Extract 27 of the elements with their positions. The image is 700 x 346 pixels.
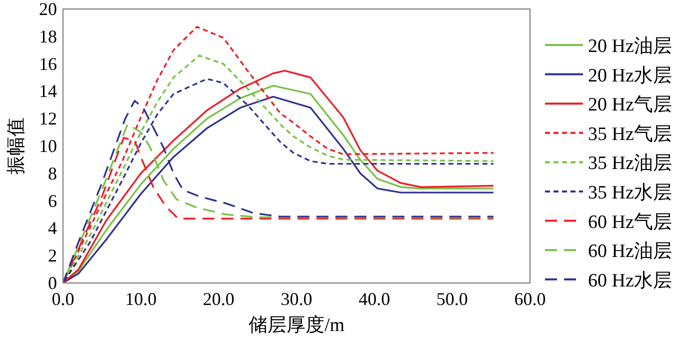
legend-label: 60 Hz油层 bbox=[588, 241, 672, 262]
legend-label: 60 Hz水层 bbox=[588, 270, 672, 292]
x-tick-label: 10.0 bbox=[125, 289, 157, 309]
y-tick-label: 12 bbox=[39, 108, 57, 129]
x-tick-label: 20.0 bbox=[202, 289, 234, 309]
y-tick-label: 20 bbox=[39, 0, 57, 19]
x-tick-label: 30.0 bbox=[280, 289, 312, 309]
legend-label: 20 Hz气层 bbox=[588, 94, 672, 116]
x-axis-title: 储层厚度/m bbox=[248, 314, 345, 336]
y-axis-title: 振幅值 bbox=[6, 118, 27, 174]
y-tick-label: 8 bbox=[48, 163, 57, 184]
y-tick-label: 16 bbox=[39, 54, 57, 74]
x-tick-label: 60.0 bbox=[514, 289, 546, 309]
y-tick-label: 6 bbox=[48, 190, 57, 211]
x-tick-label: 40.0 bbox=[358, 289, 390, 309]
x-tick-label: 50.0 bbox=[436, 289, 468, 309]
legend-label: 20 Hz水层 bbox=[588, 65, 672, 86]
y-tick-label: 10 bbox=[39, 136, 57, 156]
y-tick-label: 4 bbox=[48, 218, 57, 238]
legend-label: 20 Hz油层 bbox=[588, 36, 672, 57]
legend-label: 35 Hz气层 bbox=[588, 124, 672, 145]
y-tick-label: 2 bbox=[48, 246, 57, 266]
legend-label: 60 Hz气层 bbox=[588, 212, 672, 233]
legend-label: 35 Hz油层 bbox=[588, 153, 672, 174]
legend-label: 35 Hz水层 bbox=[588, 182, 672, 204]
y-tick-label: 18 bbox=[39, 26, 57, 46]
y-tick-label: 14 bbox=[39, 81, 57, 102]
